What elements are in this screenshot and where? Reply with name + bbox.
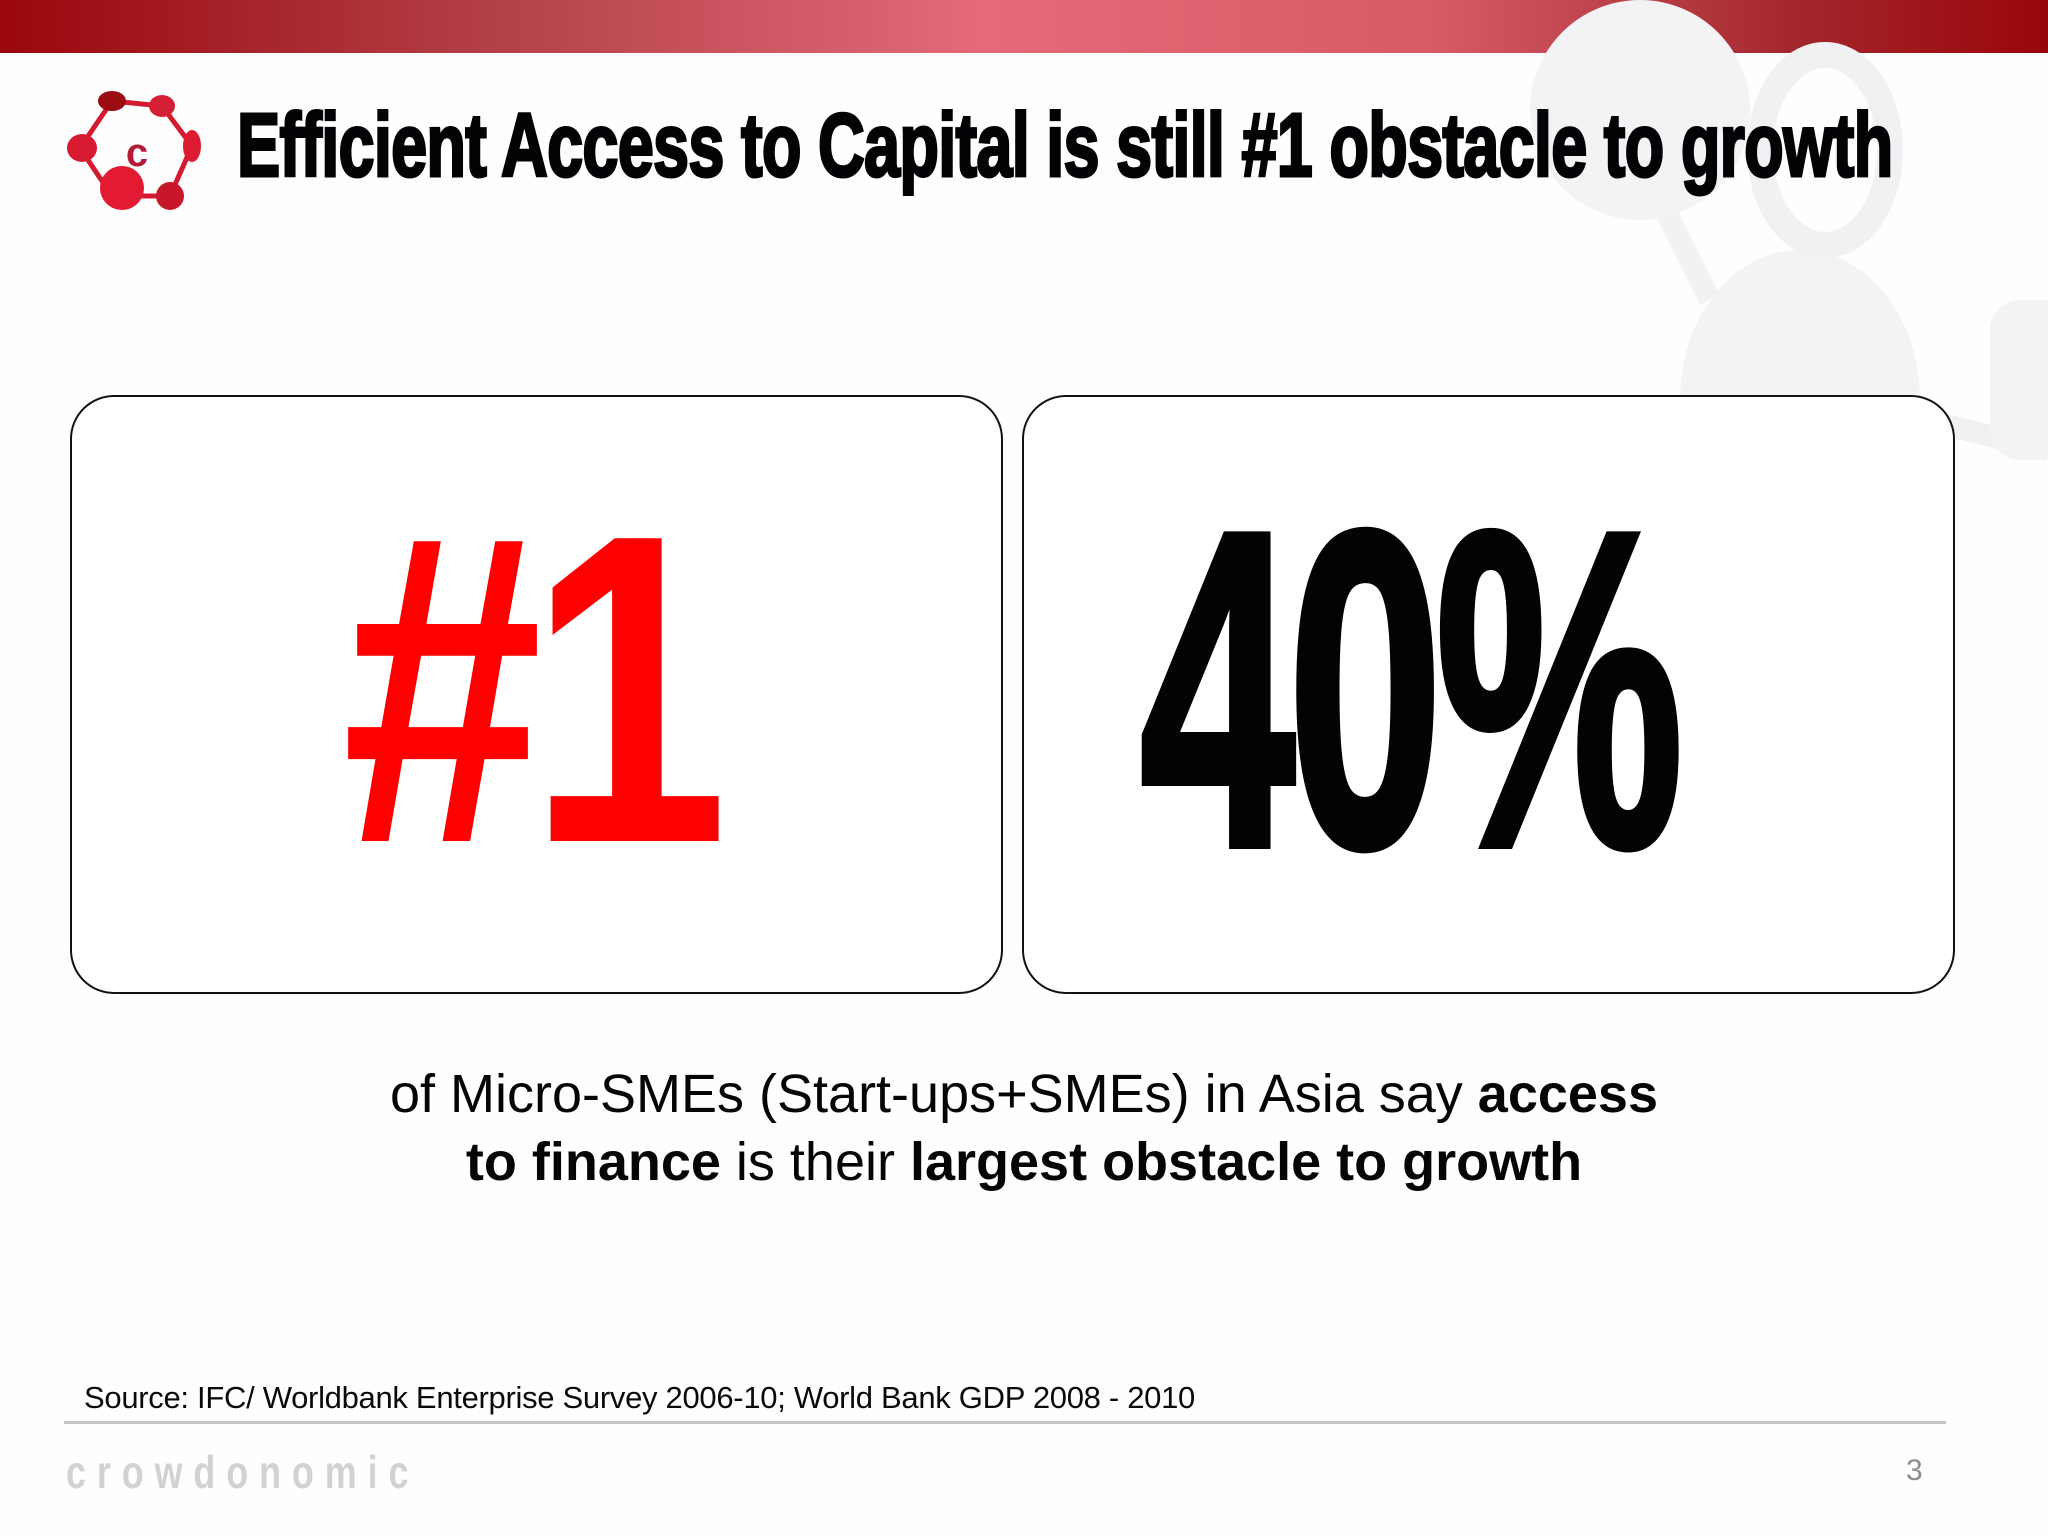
brand-wordmark: crowdonomic bbox=[66, 1446, 420, 1498]
page-number: 3 bbox=[1906, 1454, 1923, 1487]
stat-rank-value: #1 bbox=[342, 444, 729, 935]
description-emphasis: largest obstacle to growth bbox=[909, 1132, 1583, 1192]
stat-description: of Micro-SMEs (Start-ups+SMEs) in Asia s… bbox=[0, 1060, 2048, 1196]
stat-description-line-2: to finance is their largest obstacle to … bbox=[0, 1128, 2048, 1196]
description-text: of Micro-SMEs (Start-ups+SMEs) in Asia s… bbox=[390, 1064, 1478, 1124]
description-emphasis: to finance bbox=[465, 1132, 721, 1192]
footer-divider bbox=[64, 1421, 1946, 1424]
slide-title: Efficient Access to Capital is still #1 … bbox=[236, 95, 1894, 198]
stat-card-percentage bbox=[1022, 395, 1955, 994]
stat-description-line-1: of Micro-SMEs (Start-ups+SMEs) in Asia s… bbox=[0, 1060, 2048, 1128]
source-citation: Source: IFC/ Worldbank Enterprise Survey… bbox=[84, 1380, 1196, 1415]
stat-card-rank bbox=[70, 395, 1003, 994]
description-text: is their bbox=[720, 1132, 910, 1192]
description-emphasis: access bbox=[1477, 1064, 1658, 1124]
stat-percentage-value: 40% bbox=[1138, 439, 1686, 941]
svg-text:c: c bbox=[126, 131, 148, 175]
crowdonomic-logo-icon: c bbox=[67, 91, 201, 210]
top-banner bbox=[0, 0, 2048, 53]
